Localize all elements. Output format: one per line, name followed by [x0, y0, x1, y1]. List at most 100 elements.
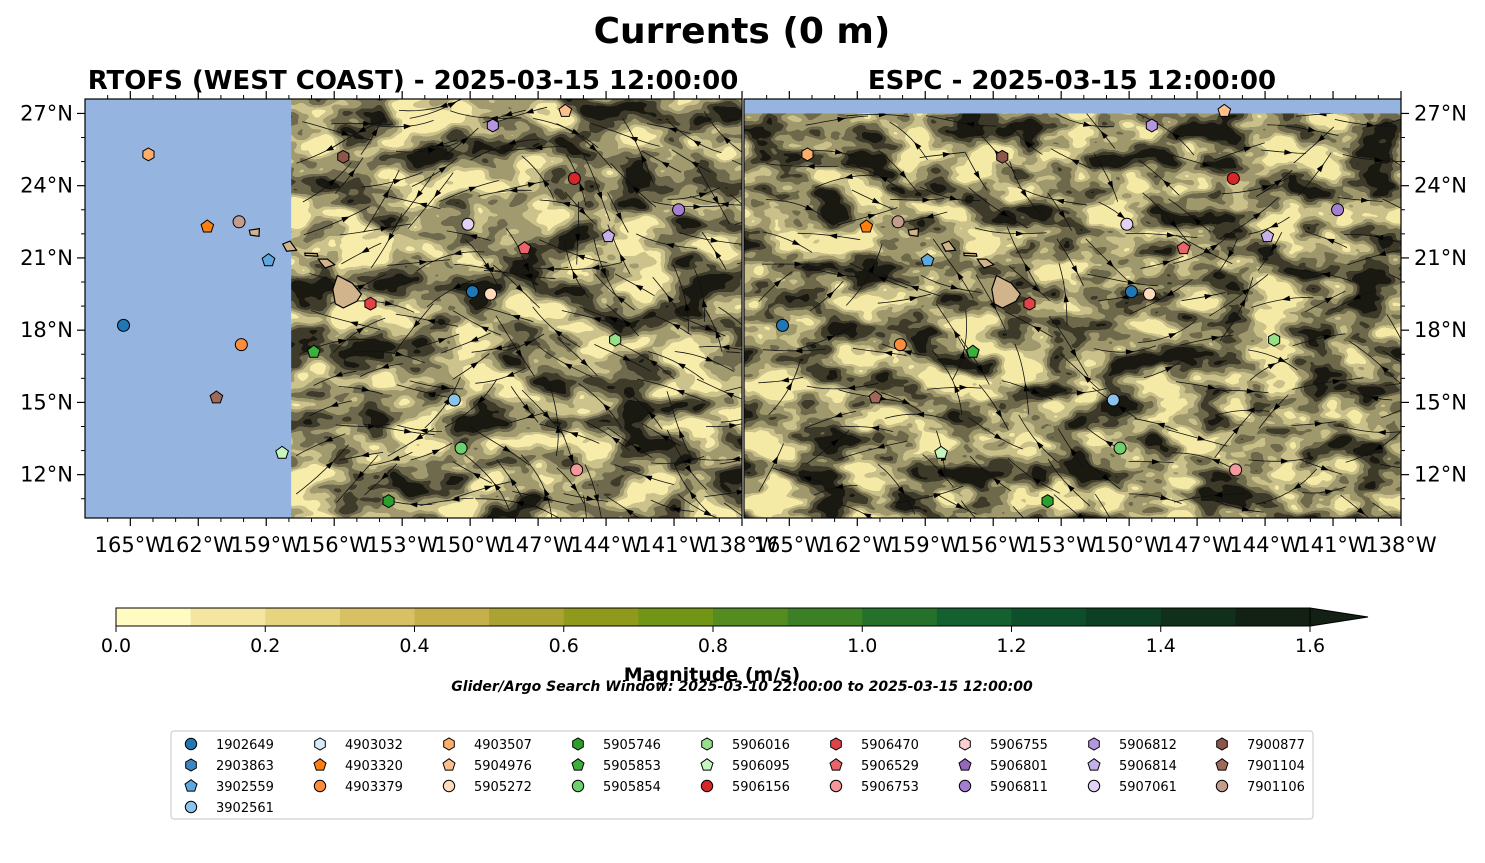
- float-marker-1902649: [465, 285, 479, 299]
- y-tick-label: 12°N: [20, 463, 73, 487]
- streamline-arrow: [878, 276, 887, 283]
- legend-label: 7900877: [1247, 738, 1305, 753]
- streamline-arrow: [1281, 295, 1291, 301]
- streamline: [931, 350, 963, 416]
- streamline-arrow: [484, 485, 493, 491]
- legend-marker-2903863: [185, 758, 197, 772]
- streamline-arrow: [847, 384, 856, 391]
- streamline-arrow: [431, 449, 441, 456]
- streamline: [1255, 169, 1293, 197]
- legend-label: 3902559: [216, 780, 274, 795]
- map-panel-rtofs: RTOFS (WEST COAST) - 2025-03-15 12:00:00…: [20, 66, 778, 557]
- colorbar-segment: [116, 608, 192, 626]
- streamline: [1380, 463, 1401, 469]
- streamline-arrow: [1370, 396, 1379, 402]
- streamline-arrow: [1415, 288, 1423, 295]
- streamline-arrow: [524, 273, 533, 279]
- float-marker-5907061: [1120, 217, 1134, 231]
- streamline-arrow: [830, 439, 839, 447]
- streamline: [1209, 274, 1269, 317]
- streamline-arrow: [1070, 159, 1080, 166]
- streamline: [1094, 493, 1111, 518]
- streamline-arrow: [1156, 422, 1166, 429]
- streamline: [1087, 273, 1159, 287]
- streamline: [1085, 238, 1131, 284]
- streamline-arrow: [334, 371, 343, 377]
- streamline-arrow: [995, 409, 1003, 419]
- streamline: [539, 199, 584, 209]
- streamline: [336, 455, 379, 503]
- streamline-arrow: [1127, 279, 1137, 285]
- streamline-arrow: [648, 411, 656, 420]
- streamline: [1176, 234, 1233, 265]
- streamline-arrow: [913, 141, 922, 150]
- x-axis-espc: 165°W162°W159°W156°W153°W150°W147°W144°W…: [754, 91, 1437, 557]
- streamline: [607, 192, 629, 233]
- float-marker-7900877: [996, 149, 1009, 164]
- streamline-arrow: [524, 340, 533, 347]
- streamline-arrow: [1326, 238, 1335, 245]
- legend-marker-5905853: [571, 758, 585, 771]
- colorbar-segment: [1235, 608, 1311, 626]
- streamline: [330, 118, 387, 150]
- streamline: [396, 384, 459, 400]
- legend-label: 4903320: [345, 759, 403, 774]
- streamline-arrow: [387, 232, 395, 242]
- streamline: [613, 340, 675, 380]
- streamline: [650, 456, 705, 464]
- streamline: [470, 139, 539, 161]
- streamline: [1301, 486, 1347, 494]
- streamline: [674, 351, 735, 372]
- hawaii-islands-espc: [907, 227, 1022, 309]
- streamline-arrow: [452, 283, 462, 290]
- streamline: [453, 480, 515, 499]
- legend-marker-5904976: [442, 758, 456, 771]
- colorbar-segment: [563, 608, 639, 626]
- streamline: [1093, 153, 1119, 202]
- streamline-arrow: [1317, 134, 1326, 143]
- streamline: [364, 463, 398, 496]
- streamline: [1247, 349, 1298, 371]
- streamline: [495, 315, 535, 377]
- streamline-arrow: [976, 364, 983, 373]
- streamline: [1334, 119, 1398, 128]
- streamline: [719, 459, 742, 465]
- streamline-arrow: [660, 434, 670, 442]
- streamline-arrow: [1071, 265, 1078, 274]
- streamline: [1214, 390, 1269, 394]
- streamline: [339, 223, 412, 236]
- float-marker-7901106: [891, 215, 905, 229]
- streamline: [846, 114, 910, 117]
- streamline-arrow: [1377, 429, 1386, 436]
- streamline: [359, 363, 403, 378]
- streamline-arrow: [933, 493, 942, 499]
- streamline: [705, 423, 742, 428]
- y-tick-label: 12°N: [1414, 463, 1467, 487]
- streamline: [1211, 499, 1264, 513]
- legend-marker-5906801: [958, 758, 972, 771]
- streamline-arrow: [701, 299, 708, 308]
- y-tick-label: 27°N: [1414, 101, 1467, 125]
- streamline-arrow: [357, 284, 366, 291]
- x-tick-label: 144°W: [570, 533, 642, 557]
- streamline-arrow: [564, 363, 573, 370]
- streamline: [563, 493, 609, 502]
- streamline: [295, 444, 349, 495]
- streamline-arrow: [975, 517, 976, 518]
- streamlines-espc: [758, 99, 1423, 518]
- streamline: [837, 440, 908, 460]
- streamline: [845, 243, 883, 306]
- colorbar-tick-label: 0.4: [399, 635, 429, 657]
- streamline-arrow: [506, 371, 515, 377]
- streamline: [635, 233, 698, 249]
- streamline-arrow: [1118, 405, 1127, 413]
- streamline: [537, 345, 593, 378]
- streamline: [723, 502, 742, 517]
- streamline-arrow: [922, 197, 931, 203]
- streamline-arrow: [427, 392, 436, 398]
- streamline-arrow: [721, 344, 730, 351]
- x-tick-label: 156°W: [958, 533, 1030, 557]
- streamline-arrow: [578, 207, 587, 216]
- streamline-arrow: [780, 377, 790, 383]
- streamline: [1014, 343, 1030, 415]
